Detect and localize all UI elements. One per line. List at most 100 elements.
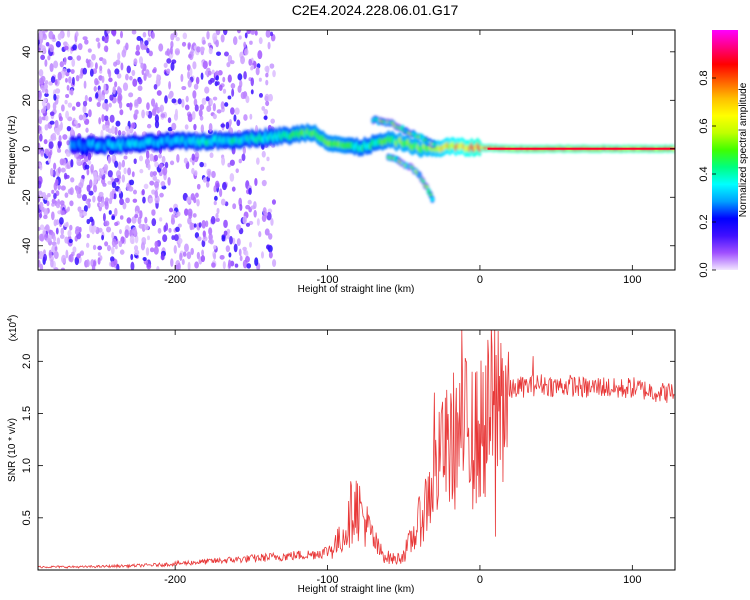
noise-blob — [189, 67, 193, 77]
noise-blob — [266, 244, 270, 250]
noise-blob — [54, 79, 58, 86]
noise-blob — [129, 179, 135, 186]
noise-blob — [48, 151, 52, 160]
noise-blob — [111, 238, 117, 248]
noise-blob — [45, 88, 49, 95]
noise-blob — [159, 217, 163, 222]
snr-ytick-label: 1.0 — [21, 458, 33, 473]
noise-blob — [263, 108, 269, 115]
noise-blob — [268, 251, 273, 259]
noise-blob — [156, 265, 160, 270]
noise-blob — [54, 246, 58, 252]
noise-blob — [53, 250, 59, 260]
noise-blob — [211, 69, 215, 75]
noise-blob — [153, 154, 159, 162]
noise-blob — [114, 68, 120, 75]
noise-blob — [242, 146, 246, 155]
noise-blob — [50, 167, 54, 177]
noise-blob — [146, 235, 150, 241]
noise-blob — [270, 118, 275, 124]
snr-ylabel: SNR (10 * v/v) — [7, 418, 18, 482]
noise-blob — [46, 200, 50, 207]
noise-blob — [120, 30, 123, 39]
noise-blob — [225, 121, 230, 130]
noise-blob — [176, 153, 180, 163]
noise-blob — [94, 62, 98, 70]
noise-blob — [40, 75, 46, 83]
noise-blob — [154, 114, 159, 123]
noise-blob — [118, 188, 122, 194]
noise-blob — [97, 245, 103, 251]
noise-blob — [200, 124, 205, 133]
noise-blob — [64, 99, 68, 105]
noise-blob — [230, 82, 236, 89]
noise-blob — [215, 212, 219, 219]
noise-blob — [69, 253, 74, 263]
noise-blob — [163, 62, 168, 68]
noise-blob — [75, 185, 80, 195]
noise-blob — [112, 86, 116, 95]
noise-blob — [270, 31, 274, 37]
noise-blob — [142, 257, 147, 262]
noise-blob — [75, 101, 81, 107]
noise-blob — [191, 167, 195, 175]
noise-blob — [228, 118, 232, 126]
noise-blob — [133, 58, 138, 65]
noise-blob — [141, 68, 145, 76]
noise-blob — [114, 177, 120, 183]
noise-blob — [82, 36, 88, 41]
noise-blob — [209, 98, 214, 106]
noise-blob — [196, 198, 200, 207]
noise-blob — [66, 84, 70, 91]
noise-blob — [101, 168, 105, 176]
noise-blob — [61, 210, 65, 215]
noise-blob — [108, 77, 113, 83]
noise-blob — [87, 48, 92, 53]
spectrogram-xtick-label: 0 — [477, 274, 483, 286]
noise-blob — [236, 119, 241, 127]
noise-blob — [134, 249, 140, 256]
noise-blob — [116, 263, 120, 270]
noise-blob — [95, 92, 99, 99]
noise-blob — [38, 69, 44, 77]
noise-blob — [79, 73, 83, 79]
noise-blob — [87, 160, 92, 165]
noise-blob — [110, 256, 115, 263]
noise-blob — [39, 31, 43, 40]
noise-blob — [53, 192, 57, 200]
noise-blob — [160, 181, 166, 187]
noise-blob — [93, 86, 97, 92]
noise-blob — [98, 89, 102, 98]
noise-blob — [238, 35, 242, 40]
noise-blob — [104, 99, 108, 104]
noise-blob — [249, 40, 253, 45]
noise-blob — [238, 158, 242, 164]
noise-blob — [215, 39, 219, 48]
snr-xtick-label: -200 — [164, 574, 186, 586]
noise-blob — [227, 95, 232, 100]
noise-blob — [122, 202, 127, 210]
noise-blob — [220, 198, 226, 206]
noise-blob — [216, 51, 222, 56]
noise-blob — [182, 32, 188, 40]
noise-blob — [86, 184, 91, 192]
noise-blob — [171, 122, 177, 131]
noise-blob — [50, 75, 56, 83]
noise-blob — [130, 253, 134, 261]
noise-blob — [67, 206, 70, 212]
noise-blob — [59, 200, 65, 206]
noise-blob — [132, 198, 138, 203]
noise-blob — [174, 108, 178, 117]
noise-blob — [149, 153, 154, 162]
noise-blob — [86, 218, 91, 225]
noise-blob — [258, 231, 262, 238]
noise-blob — [111, 215, 115, 221]
noise-blob — [221, 156, 226, 166]
noise-blob — [49, 120, 55, 125]
noise-blob — [187, 79, 192, 88]
noise-blob — [66, 125, 72, 132]
noise-blob — [213, 200, 217, 206]
noise-blob — [57, 33, 62, 41]
noise-blob — [59, 158, 65, 166]
noise-blob — [242, 246, 247, 251]
